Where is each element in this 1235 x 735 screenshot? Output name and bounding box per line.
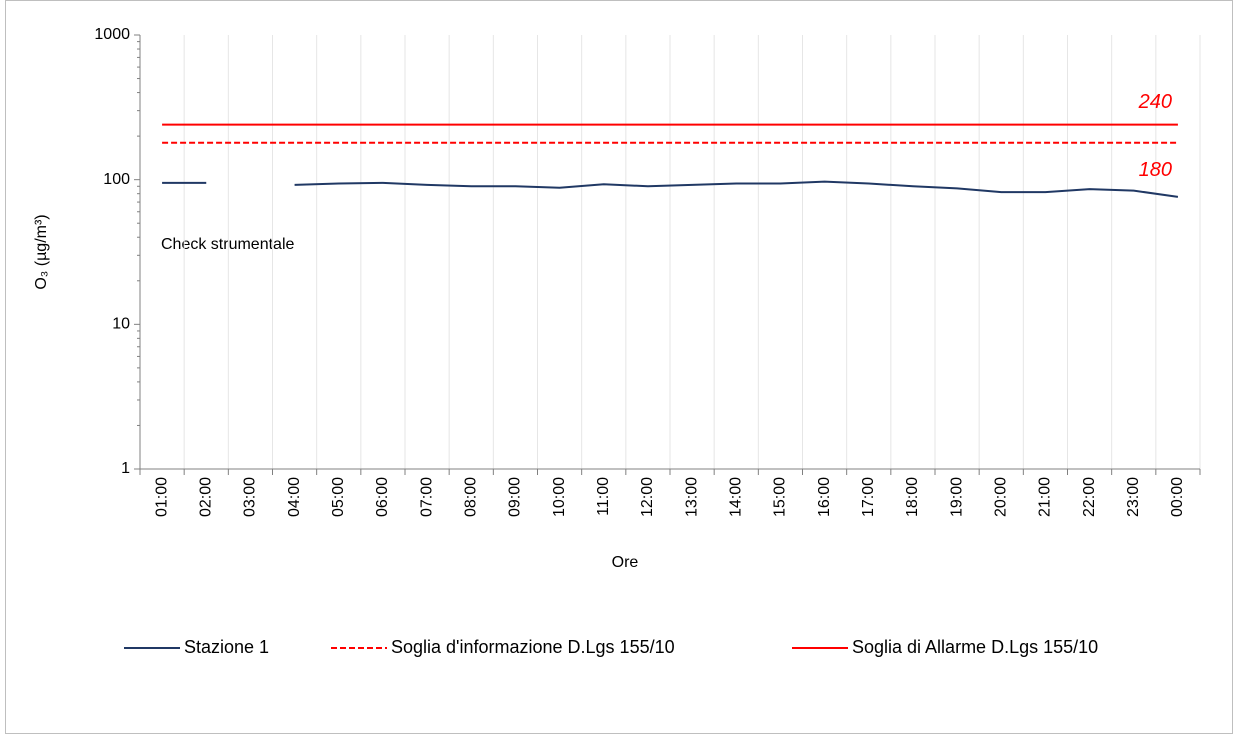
series-line: [162, 180, 1179, 198]
x-tick-label: 11:00: [595, 477, 612, 516]
x-tick-label: 20:00: [992, 477, 1009, 517]
legend-label: Soglia d'informazione D.Lgs 155/10: [391, 637, 675, 657]
y-tick-label: 1000: [94, 26, 130, 43]
x-axis-title: Ore: [612, 554, 639, 571]
y-tick-label: 10: [112, 316, 130, 333]
x-tick-label: 03:00: [242, 477, 259, 517]
x-tick-label: 04:00: [286, 477, 303, 517]
x-tick-label: 21:00: [1037, 477, 1054, 517]
x-tick-label: 17:00: [860, 477, 877, 517]
legend-label: Stazione 1: [184, 637, 269, 657]
x-tick-label: 15:00: [772, 477, 789, 517]
chart-border: [5, 0, 1233, 734]
x-tick-label: 09:00: [507, 477, 524, 517]
x-tick-label: 08:00: [462, 477, 479, 517]
x-tick-label: 18:00: [904, 477, 921, 517]
x-tick-label: 01:00: [153, 477, 170, 517]
x-tick-label: 10:00: [551, 477, 568, 517]
x-tick-label: 22:00: [1081, 477, 1098, 517]
legend-label: Soglia di Allarme D.Lgs 155/10: [852, 637, 1098, 657]
x-tick-label: 05:00: [330, 477, 347, 517]
x-tick-label: 19:00: [948, 477, 965, 517]
threshold-label: 240: [1138, 91, 1172, 113]
x-tick-label: 12:00: [639, 477, 656, 517]
threshold-label: 180: [1139, 159, 1172, 181]
y-tick-label: 1: [121, 460, 130, 477]
annotation: Check strumentale: [161, 236, 294, 253]
y-axis-title: O₃ (µg/m³): [33, 214, 50, 289]
y-tick-label: 100: [103, 171, 130, 188]
x-tick-label: 07:00: [418, 477, 435, 517]
x-tick-label: 02:00: [197, 477, 214, 517]
x-tick-label: 16:00: [816, 477, 833, 517]
x-tick-label: 13:00: [683, 477, 700, 517]
x-tick-label: 14:00: [727, 477, 744, 517]
x-tick-label: 00:00: [1169, 477, 1186, 517]
x-tick-label: 06:00: [374, 477, 391, 517]
x-tick-label: 23:00: [1125, 477, 1142, 517]
